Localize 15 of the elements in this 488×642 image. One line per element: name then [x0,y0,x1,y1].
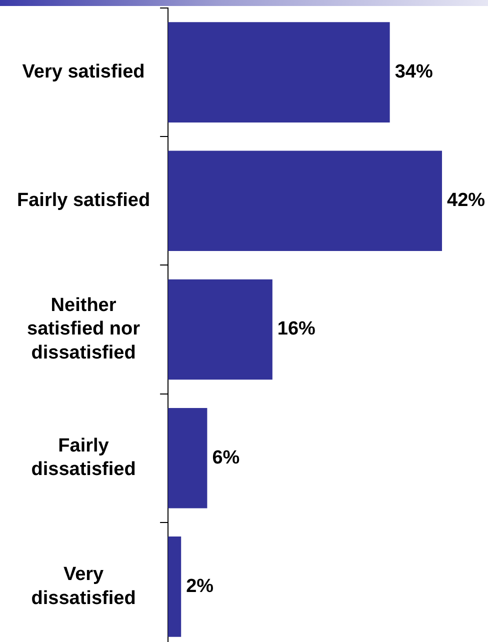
data-label: 2% [186,576,214,597]
bar [168,408,208,508]
data-label: 42% [447,190,486,212]
y-tick-label: Neither satisfied nor dissatisfied [27,294,141,364]
data-label: 16% [277,318,316,340]
bar [168,150,442,252]
data-label: 34% [394,62,433,83]
data-label: 6% [212,447,240,468]
bar [168,536,182,637]
y-tick-label: Very satisfied [22,62,145,83]
bar [168,22,390,122]
bar [168,279,272,380]
y-tick-label: Very dissatisfied [31,564,136,609]
y-tick-label: Fairly dissatisfied [31,435,136,480]
y-tick-label: Fairly satisfied [16,190,150,212]
